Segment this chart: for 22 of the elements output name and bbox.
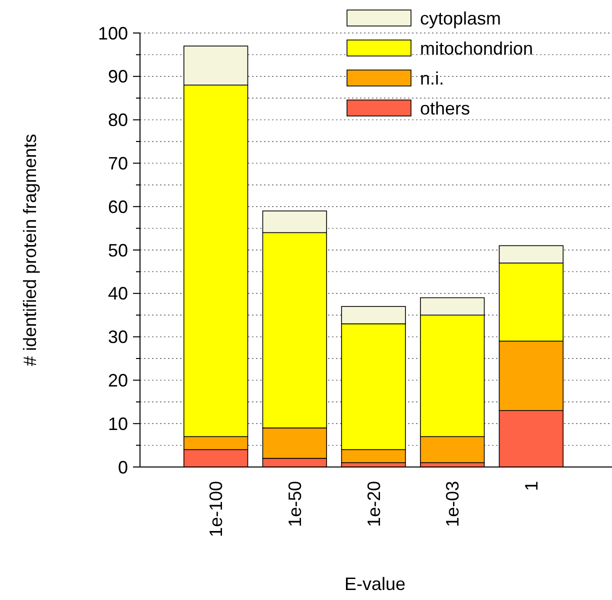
y-tick-label: 20 bbox=[108, 370, 128, 390]
y-axis-title: # identified protein fragments bbox=[20, 134, 40, 366]
x-tick-label: 1e-20 bbox=[364, 481, 384, 528]
y-tick-label: 40 bbox=[108, 284, 128, 304]
y-tick-label: 60 bbox=[108, 196, 128, 217]
y-tick-label: 80 bbox=[108, 110, 128, 130]
y-tick-label: 50 bbox=[108, 240, 128, 260]
y-tick-label: 0 bbox=[118, 457, 128, 478]
y-tick-label: 70 bbox=[108, 154, 128, 174]
legend-label: cytoplasm bbox=[420, 8, 502, 28]
legend-label: others bbox=[420, 98, 470, 118]
x-axis-title: E-value bbox=[344, 574, 406, 594]
legend-label: n.i. bbox=[420, 68, 444, 88]
y-tick-label: 30 bbox=[108, 327, 128, 348]
x-tick-label: 1 bbox=[521, 481, 542, 492]
x-tick-label: 1e-03 bbox=[442, 481, 463, 528]
x-tick-label: 1e-100 bbox=[206, 481, 226, 538]
x-tick-label: 1e-50 bbox=[284, 481, 305, 528]
y-tick-label: 90 bbox=[108, 66, 128, 87]
y-tick-label: 100 bbox=[98, 23, 128, 44]
legend-label: mitochondrion bbox=[420, 38, 534, 58]
y-tick-label: 10 bbox=[108, 414, 128, 434]
